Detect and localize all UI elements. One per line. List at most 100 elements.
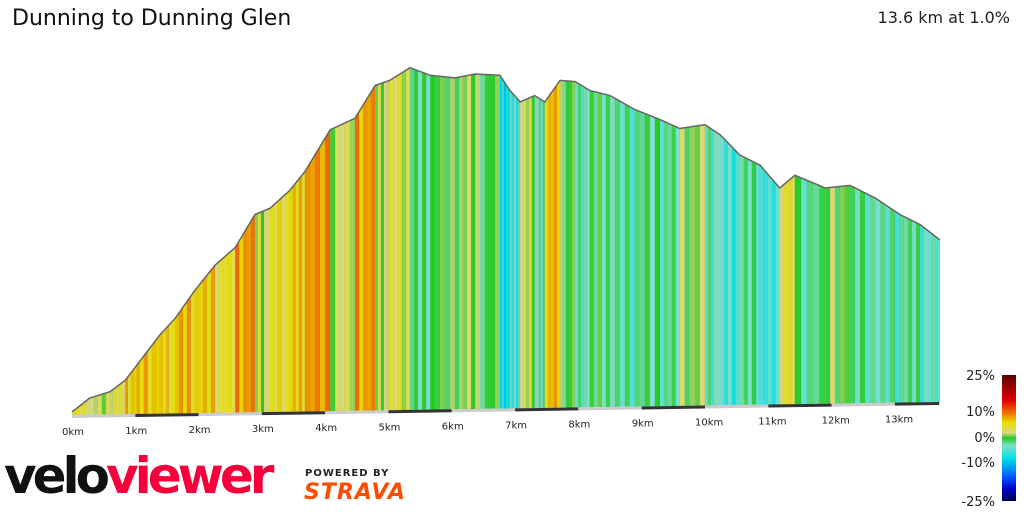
grade-strip bbox=[430, 75, 436, 410]
km-base-segment bbox=[325, 410, 389, 415]
grade-strip bbox=[162, 327, 167, 414]
grade-strip bbox=[723, 138, 729, 406]
grade-strip bbox=[923, 227, 929, 403]
grade-strip bbox=[609, 95, 616, 408]
page-title: Dunning to Dunning Glen bbox=[12, 6, 292, 31]
legend-label-minus-25: -25% bbox=[961, 495, 995, 510]
grade-strip bbox=[663, 120, 669, 407]
grade-strip bbox=[319, 137, 326, 412]
grade-strip bbox=[397, 72, 403, 411]
grade-strip bbox=[565, 80, 570, 408]
grade-strip bbox=[147, 344, 153, 415]
km-base-segment bbox=[894, 401, 940, 406]
grade-strip bbox=[531, 95, 535, 409]
distance-base bbox=[71, 401, 940, 418]
grade-strip bbox=[93, 395, 99, 415]
grade-strip bbox=[601, 93, 607, 408]
grade-strip bbox=[178, 306, 184, 414]
grade-strip bbox=[354, 110, 360, 412]
grade-strip bbox=[206, 269, 212, 414]
grade-strip bbox=[574, 81, 579, 408]
x-tick-label: 4km bbox=[315, 423, 337, 434]
grade-strip bbox=[136, 360, 140, 415]
profile-outline bbox=[71, 66, 941, 413]
grade-strip bbox=[444, 76, 451, 410]
grade-strip bbox=[779, 184, 783, 405]
grade-strip bbox=[155, 334, 161, 414]
grade-strip bbox=[671, 124, 677, 407]
grade-strip bbox=[689, 125, 696, 406]
grade-strip bbox=[755, 162, 761, 405]
grade-strip bbox=[260, 210, 265, 413]
grade-strip bbox=[577, 82, 582, 408]
strava-logo[interactable]: STRAVA bbox=[304, 480, 406, 505]
veloviewer-logo[interactable]: veloviewer bbox=[4, 447, 274, 505]
grade-strip bbox=[449, 77, 456, 410]
grade-strip bbox=[763, 169, 769, 405]
grade-strip bbox=[298, 174, 303, 412]
grade-strip bbox=[844, 185, 851, 404]
grade-strip bbox=[812, 182, 820, 405]
x-tick-label: 8km bbox=[568, 419, 590, 430]
grade-strip bbox=[864, 192, 871, 404]
grade-strip bbox=[362, 97, 368, 411]
grade-strip bbox=[513, 94, 517, 409]
km-base-segment bbox=[388, 409, 452, 414]
grade-strip bbox=[589, 90, 595, 408]
grade-strip bbox=[89, 396, 95, 415]
km-base-segment bbox=[261, 411, 326, 416]
grade-strip bbox=[875, 197, 881, 404]
grade-strip bbox=[507, 86, 511, 409]
grade-strip bbox=[421, 71, 427, 410]
grade-strip bbox=[707, 126, 712, 406]
grade-strip bbox=[562, 80, 567, 408]
grade-strip bbox=[911, 220, 917, 403]
x-tick-label: 2km bbox=[189, 425, 211, 436]
grade-strip bbox=[226, 250, 232, 413]
grade-strip bbox=[699, 124, 706, 406]
grade-strip bbox=[462, 75, 468, 410]
grade-strip bbox=[281, 193, 287, 413]
x-tick-label: 0km bbox=[62, 427, 84, 438]
grade-strip bbox=[517, 98, 521, 409]
grade-strip bbox=[679, 127, 685, 407]
grade-strip bbox=[538, 97, 542, 409]
x-tick-label: 11km bbox=[758, 417, 786, 428]
legend-label-minus-10: -10% bbox=[961, 456, 995, 471]
grade-strip bbox=[743, 156, 749, 406]
grade-strip bbox=[474, 73, 481, 410]
grade-strip bbox=[919, 224, 925, 403]
grade-strip bbox=[101, 392, 107, 415]
grade-strip bbox=[751, 160, 757, 406]
x-tick-label: 6km bbox=[442, 421, 464, 432]
grade-strip bbox=[903, 216, 909, 403]
grade-strip bbox=[634, 109, 641, 407]
km-base-segment bbox=[135, 413, 199, 418]
grade-strip bbox=[409, 67, 415, 411]
grade-strip bbox=[370, 84, 376, 411]
grade-strip bbox=[522, 98, 527, 409]
grade-strip bbox=[118, 382, 123, 415]
grade-strip bbox=[380, 82, 385, 411]
grade-strip bbox=[127, 372, 132, 415]
x-tick-label: 5km bbox=[379, 422, 401, 433]
grade-strip bbox=[528, 96, 533, 409]
grade-strip bbox=[105, 391, 111, 415]
grade-strip bbox=[210, 264, 216, 414]
grade-strip bbox=[301, 170, 306, 412]
grade-strip bbox=[505, 83, 509, 409]
grade-strip bbox=[580, 84, 585, 408]
grade-strip bbox=[654, 117, 661, 407]
grade-strip bbox=[869, 195, 876, 404]
grade-strip bbox=[829, 186, 836, 404]
grade-strip bbox=[349, 117, 356, 412]
grade-strip bbox=[263, 209, 268, 413]
grade-strip bbox=[499, 74, 503, 409]
grade-strip bbox=[439, 76, 446, 410]
grade-strip bbox=[884, 204, 891, 404]
grade-strip bbox=[190, 289, 196, 414]
grade-strip bbox=[393, 74, 399, 411]
grade-strip bbox=[434, 75, 441, 410]
grade-strip bbox=[182, 300, 188, 414]
km-base-segment bbox=[451, 408, 516, 413]
